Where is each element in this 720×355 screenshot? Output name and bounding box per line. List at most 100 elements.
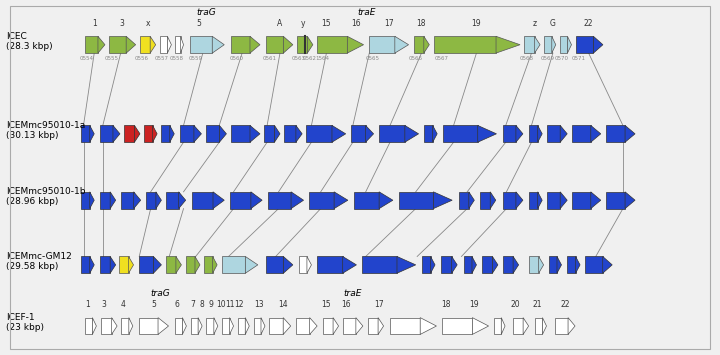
Polygon shape bbox=[190, 36, 212, 53]
Polygon shape bbox=[523, 318, 528, 334]
Text: 3: 3 bbox=[102, 300, 107, 309]
Polygon shape bbox=[560, 192, 567, 209]
Polygon shape bbox=[81, 192, 90, 209]
Polygon shape bbox=[464, 256, 472, 273]
Polygon shape bbox=[207, 125, 220, 142]
Polygon shape bbox=[606, 192, 625, 209]
Polygon shape bbox=[138, 318, 158, 334]
Text: 0563: 0563 bbox=[292, 56, 305, 61]
Polygon shape bbox=[567, 36, 572, 53]
Polygon shape bbox=[524, 36, 534, 53]
Polygon shape bbox=[395, 36, 408, 53]
Polygon shape bbox=[181, 36, 184, 53]
Polygon shape bbox=[323, 318, 333, 334]
Polygon shape bbox=[405, 125, 418, 142]
Polygon shape bbox=[230, 318, 233, 334]
Polygon shape bbox=[441, 256, 451, 273]
Polygon shape bbox=[333, 318, 338, 334]
Polygon shape bbox=[125, 125, 135, 142]
Text: 16: 16 bbox=[351, 18, 361, 28]
Polygon shape bbox=[138, 256, 153, 273]
Text: traG: traG bbox=[150, 289, 170, 299]
Polygon shape bbox=[134, 192, 140, 209]
Text: 0562: 0562 bbox=[303, 56, 317, 61]
Polygon shape bbox=[156, 192, 161, 209]
Polygon shape bbox=[309, 192, 334, 209]
Polygon shape bbox=[284, 36, 293, 53]
Polygon shape bbox=[144, 125, 153, 142]
Polygon shape bbox=[503, 256, 513, 273]
Polygon shape bbox=[516, 125, 523, 142]
Text: 18: 18 bbox=[441, 300, 451, 309]
Polygon shape bbox=[420, 318, 436, 334]
Polygon shape bbox=[98, 36, 105, 53]
Polygon shape bbox=[166, 256, 176, 273]
Polygon shape bbox=[274, 125, 280, 142]
Polygon shape bbox=[399, 192, 433, 209]
Polygon shape bbox=[283, 318, 291, 334]
Polygon shape bbox=[253, 318, 261, 334]
Polygon shape bbox=[90, 125, 94, 142]
Polygon shape bbox=[213, 192, 224, 209]
Text: ICEF-1
(23 kbp): ICEF-1 (23 kbp) bbox=[6, 313, 45, 332]
Polygon shape bbox=[477, 125, 497, 142]
Polygon shape bbox=[368, 318, 378, 334]
Polygon shape bbox=[539, 256, 544, 273]
Polygon shape bbox=[538, 125, 542, 142]
Polygon shape bbox=[544, 36, 552, 53]
Polygon shape bbox=[212, 36, 224, 53]
Polygon shape bbox=[186, 256, 195, 273]
Polygon shape bbox=[90, 256, 94, 273]
Polygon shape bbox=[606, 125, 625, 142]
Text: 0554: 0554 bbox=[80, 56, 94, 61]
Text: 13: 13 bbox=[253, 300, 264, 309]
Polygon shape bbox=[496, 36, 520, 53]
Polygon shape bbox=[535, 318, 542, 334]
Polygon shape bbox=[102, 318, 112, 334]
Polygon shape bbox=[469, 192, 474, 209]
Text: ICEMmc95010-1b
(28.96 kbp): ICEMmc95010-1b (28.96 kbp) bbox=[6, 187, 86, 206]
Polygon shape bbox=[222, 256, 246, 273]
Polygon shape bbox=[362, 256, 397, 273]
Polygon shape bbox=[291, 192, 304, 209]
Polygon shape bbox=[343, 318, 356, 334]
Polygon shape bbox=[390, 318, 420, 334]
Polygon shape bbox=[307, 256, 312, 273]
Polygon shape bbox=[433, 192, 452, 209]
Polygon shape bbox=[129, 256, 133, 273]
Polygon shape bbox=[431, 256, 435, 273]
Polygon shape bbox=[112, 318, 117, 334]
Polygon shape bbox=[542, 318, 546, 334]
Text: 3: 3 bbox=[119, 18, 124, 28]
Polygon shape bbox=[513, 318, 523, 334]
Polygon shape bbox=[503, 192, 516, 209]
Polygon shape bbox=[307, 125, 332, 142]
Polygon shape bbox=[538, 192, 542, 209]
Polygon shape bbox=[347, 36, 364, 53]
Text: 19: 19 bbox=[472, 18, 481, 28]
Text: 9: 9 bbox=[209, 300, 214, 309]
Polygon shape bbox=[503, 125, 516, 142]
Polygon shape bbox=[296, 125, 302, 142]
Polygon shape bbox=[135, 125, 140, 142]
Polygon shape bbox=[413, 36, 424, 53]
Polygon shape bbox=[180, 125, 194, 142]
Polygon shape bbox=[153, 256, 161, 273]
Polygon shape bbox=[529, 125, 538, 142]
Polygon shape bbox=[175, 36, 181, 53]
Polygon shape bbox=[482, 256, 492, 273]
Polygon shape bbox=[297, 36, 307, 53]
Text: 17: 17 bbox=[374, 300, 383, 309]
Polygon shape bbox=[222, 318, 230, 334]
Polygon shape bbox=[214, 318, 218, 334]
Polygon shape bbox=[593, 36, 603, 53]
Polygon shape bbox=[434, 36, 496, 53]
Polygon shape bbox=[261, 318, 265, 334]
Text: y: y bbox=[300, 18, 305, 28]
Text: 14: 14 bbox=[278, 300, 288, 309]
Polygon shape bbox=[251, 192, 262, 209]
Polygon shape bbox=[378, 318, 384, 334]
Polygon shape bbox=[356, 318, 363, 334]
Polygon shape bbox=[246, 256, 258, 273]
Text: A: A bbox=[277, 18, 283, 28]
